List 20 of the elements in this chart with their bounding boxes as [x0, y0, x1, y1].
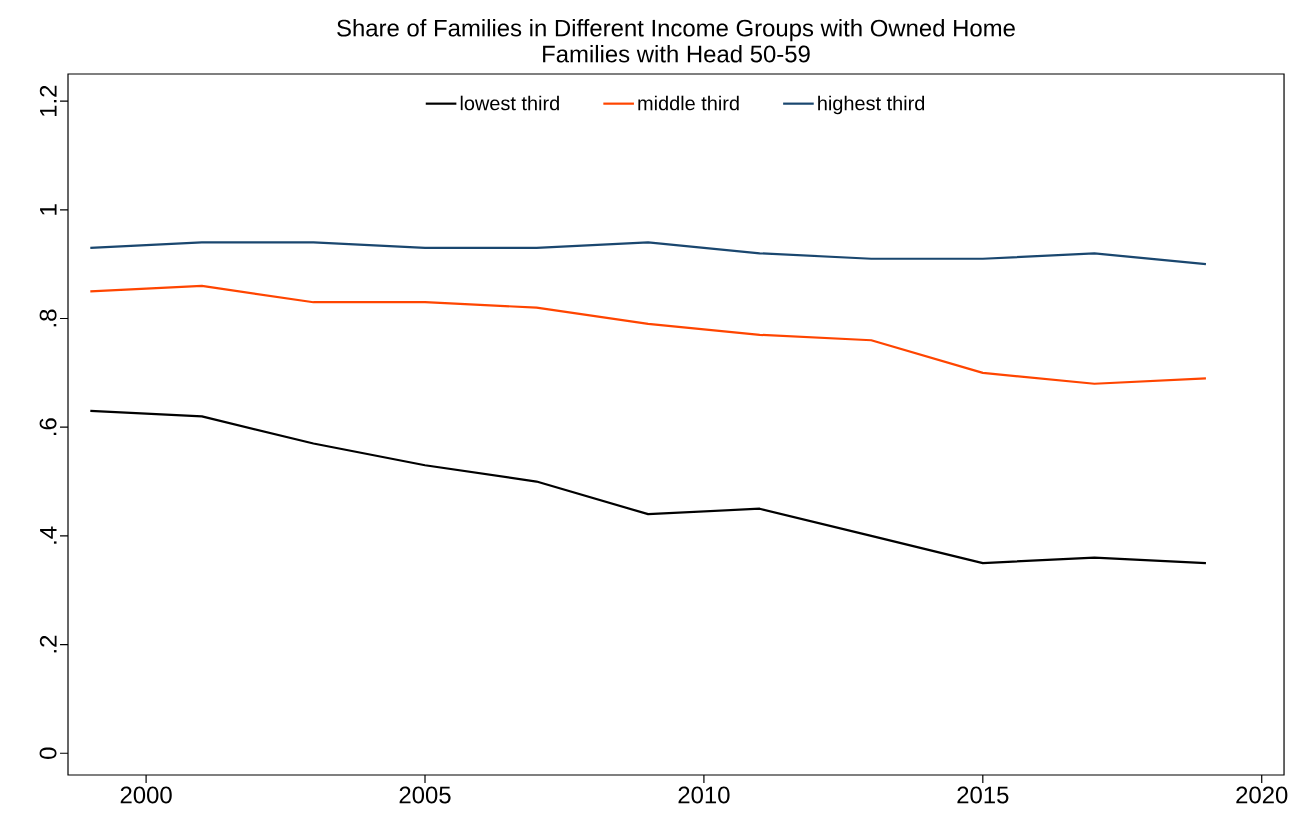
line-series [89, 284, 1208, 385]
line-series [89, 241, 1208, 266]
y-tick-label: 1 [40, 204, 57, 215]
x-tick-label: 2015 [957, 786, 1009, 804]
line-series [89, 409, 1208, 565]
x-tick-label: 2020 [1236, 786, 1288, 804]
y-tick-label: .2 [39, 635, 57, 653]
y-tick-label: .6 [39, 418, 57, 435]
legend-label: highest third [818, 95, 925, 115]
y-tick-label: .4 [40, 526, 57, 544]
legend-label: middle third [638, 95, 739, 111]
chart-subtitle: Families with Head 50-59 [543, 44, 810, 63]
x-tick-label: 2000 [120, 786, 172, 804]
x-tick-label: 2010 [678, 786, 730, 804]
y-tick-label: .8 [39, 309, 57, 327]
legend-label: lowest third [460, 95, 559, 111]
y-tick-label: 1.2 [39, 85, 57, 116]
x-tick-label: 2005 [399, 786, 451, 804]
chart-title: Share of Families in Different Income Groups with Owned Home [337, 19, 1015, 42]
y-tick-label: 0 [39, 747, 57, 759]
